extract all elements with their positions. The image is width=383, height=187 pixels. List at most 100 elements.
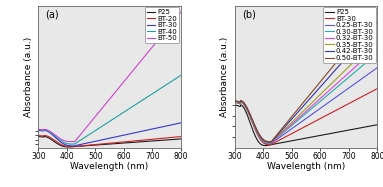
0.32-BT-30 [375, 46, 380, 48]
0.32-BT-30 [317, 99, 321, 101]
P25 [328, 132, 332, 135]
BT-50 [61, 139, 66, 142]
BT-40 [73, 142, 77, 145]
P25 [61, 145, 66, 148]
0.32-BT-30 [328, 88, 332, 91]
P25 [131, 141, 136, 143]
BT-50 [178, 11, 183, 13]
BT-20 [144, 139, 148, 141]
BT-30 [328, 112, 332, 114]
BT-30 [258, 138, 262, 140]
0.25-BT-30 [340, 91, 345, 94]
Line: P25: P25 [235, 105, 377, 146]
P25 [297, 138, 302, 140]
Text: (b): (b) [242, 10, 256, 20]
0.42-BT-30 [328, 75, 332, 77]
Line: BT-50: BT-50 [38, 12, 181, 142]
0.32-BT-30 [340, 78, 345, 80]
BT-30 [269, 143, 274, 145]
0.50-BT-30 [375, 11, 380, 13]
Line: BT-30: BT-30 [235, 89, 377, 145]
BT-30 [73, 145, 77, 147]
Line: BT-30: BT-30 [38, 123, 181, 146]
0.30-BT-30 [375, 52, 380, 54]
BT-20 [178, 136, 183, 138]
0.30-BT-30 [269, 141, 274, 143]
BT-40 [131, 105, 136, 107]
0.32-BT-30 [258, 136, 262, 138]
0.35-BT-30 [269, 141, 274, 143]
P25 [120, 142, 125, 144]
0.35-BT-30 [328, 84, 332, 86]
Line: 0.32-BT-30: 0.32-BT-30 [235, 47, 377, 143]
0.42-BT-30 [340, 61, 345, 63]
BT-50 [73, 140, 77, 142]
0.25-BT-30 [297, 122, 302, 124]
0.50-BT-30 [258, 134, 262, 137]
BT-20 [61, 144, 66, 147]
Line: BT-20: BT-20 [38, 135, 181, 147]
BT-40 [178, 74, 183, 76]
BT-50 [120, 82, 125, 85]
BT-30 [70, 145, 74, 147]
BT-30 [232, 101, 237, 103]
0.35-BT-30 [375, 38, 380, 40]
BT-30 [178, 122, 183, 124]
BT-30 [144, 129, 148, 131]
BT-30 [340, 106, 345, 108]
0.30-BT-30 [317, 101, 321, 104]
0.32-BT-30 [269, 141, 274, 143]
0.42-BT-30 [317, 87, 321, 90]
BT-20 [73, 145, 77, 148]
BT-20 [120, 141, 125, 143]
P25 [375, 124, 380, 126]
BT-40 [36, 129, 41, 131]
Text: (a): (a) [46, 10, 59, 20]
Line: 0.30-BT-30: 0.30-BT-30 [235, 53, 377, 143]
Line: 0.42-BT-30: 0.42-BT-30 [235, 23, 377, 142]
0.25-BT-30 [267, 143, 272, 145]
Line: P25: P25 [38, 137, 181, 147]
BT-50 [101, 106, 105, 108]
X-axis label: Wavelength (nm): Wavelength (nm) [267, 162, 345, 171]
0.32-BT-30 [267, 142, 272, 144]
BT-40 [61, 141, 66, 143]
0.25-BT-30 [232, 101, 237, 103]
0.25-BT-30 [269, 142, 274, 144]
Y-axis label: Absorbance (a.u.): Absorbance (a.u.) [24, 36, 33, 117]
P25 [101, 143, 105, 146]
BT-40 [69, 143, 73, 145]
0.42-BT-30 [232, 99, 237, 102]
BT-30 [267, 144, 272, 146]
0.42-BT-30 [258, 135, 262, 137]
BT-30 [131, 132, 136, 134]
BT-30 [101, 139, 105, 141]
0.35-BT-30 [297, 114, 302, 116]
0.30-BT-30 [232, 101, 237, 103]
P25 [317, 135, 321, 137]
0.42-BT-30 [297, 109, 302, 111]
0.50-BT-30 [269, 140, 274, 142]
0.32-BT-30 [297, 116, 302, 118]
0.25-BT-30 [328, 100, 332, 102]
0.50-BT-30 [317, 82, 321, 85]
BT-30 [297, 128, 302, 131]
P25 [340, 130, 345, 132]
0.50-BT-30 [297, 106, 302, 108]
Legend: P25, BT-20, BT-30, BT-40, BT-50: P25, BT-20, BT-30, BT-40, BT-50 [145, 7, 179, 43]
P25 [73, 145, 77, 148]
0.50-BT-30 [340, 54, 345, 56]
BT-30 [375, 88, 380, 90]
P25 [258, 142, 262, 145]
BT-50 [36, 128, 41, 131]
0.35-BT-30 [340, 72, 345, 74]
0.35-BT-30 [258, 136, 262, 138]
BT-30 [36, 129, 41, 131]
P25 [263, 145, 268, 147]
0.25-BT-30 [317, 108, 321, 110]
0.25-BT-30 [258, 137, 262, 139]
0.35-BT-30 [317, 95, 321, 97]
BT-20 [36, 134, 41, 137]
Line: 0.50-BT-30: 0.50-BT-30 [235, 12, 377, 142]
Y-axis label: Absorbance (a.u.): Absorbance (a.u.) [220, 36, 229, 117]
